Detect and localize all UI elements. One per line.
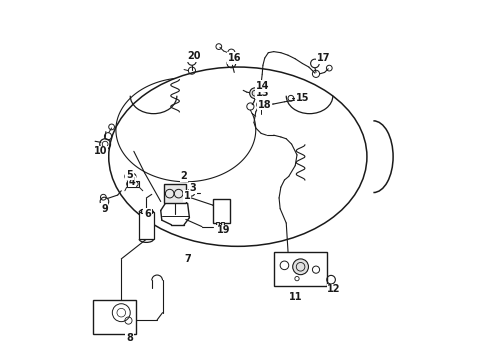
Text: 16: 16 [227,53,241,63]
Circle shape [250,88,260,99]
Text: 12: 12 [327,284,341,294]
Text: 2: 2 [181,171,187,181]
Bar [93,300,136,334]
Text: 10: 10 [94,146,108,156]
Text: 3: 3 [190,183,196,193]
Circle shape [293,259,309,275]
Text: 4: 4 [129,177,135,187]
Text: 14: 14 [255,81,269,91]
Bar [141,210,152,213]
Bar [274,252,327,286]
Text: 7: 7 [184,254,191,264]
Text: 11: 11 [289,292,302,302]
Text: 18: 18 [258,100,271,110]
Text: 9: 9 [101,204,108,214]
Bar [126,181,139,187]
Text: 20: 20 [187,51,201,61]
Text: 6: 6 [144,209,151,219]
Text: 5: 5 [126,170,133,180]
Bar [220,222,224,226]
Bar [164,184,186,203]
Text: 1: 1 [184,191,190,201]
Text: 8: 8 [126,333,133,343]
Text: 17: 17 [317,53,331,63]
Text: 13: 13 [255,88,269,98]
Text: 19: 19 [217,225,230,235]
Bar [213,199,230,223]
Bar [139,212,153,239]
Bar [216,222,219,226]
Text: 15: 15 [295,93,309,103]
